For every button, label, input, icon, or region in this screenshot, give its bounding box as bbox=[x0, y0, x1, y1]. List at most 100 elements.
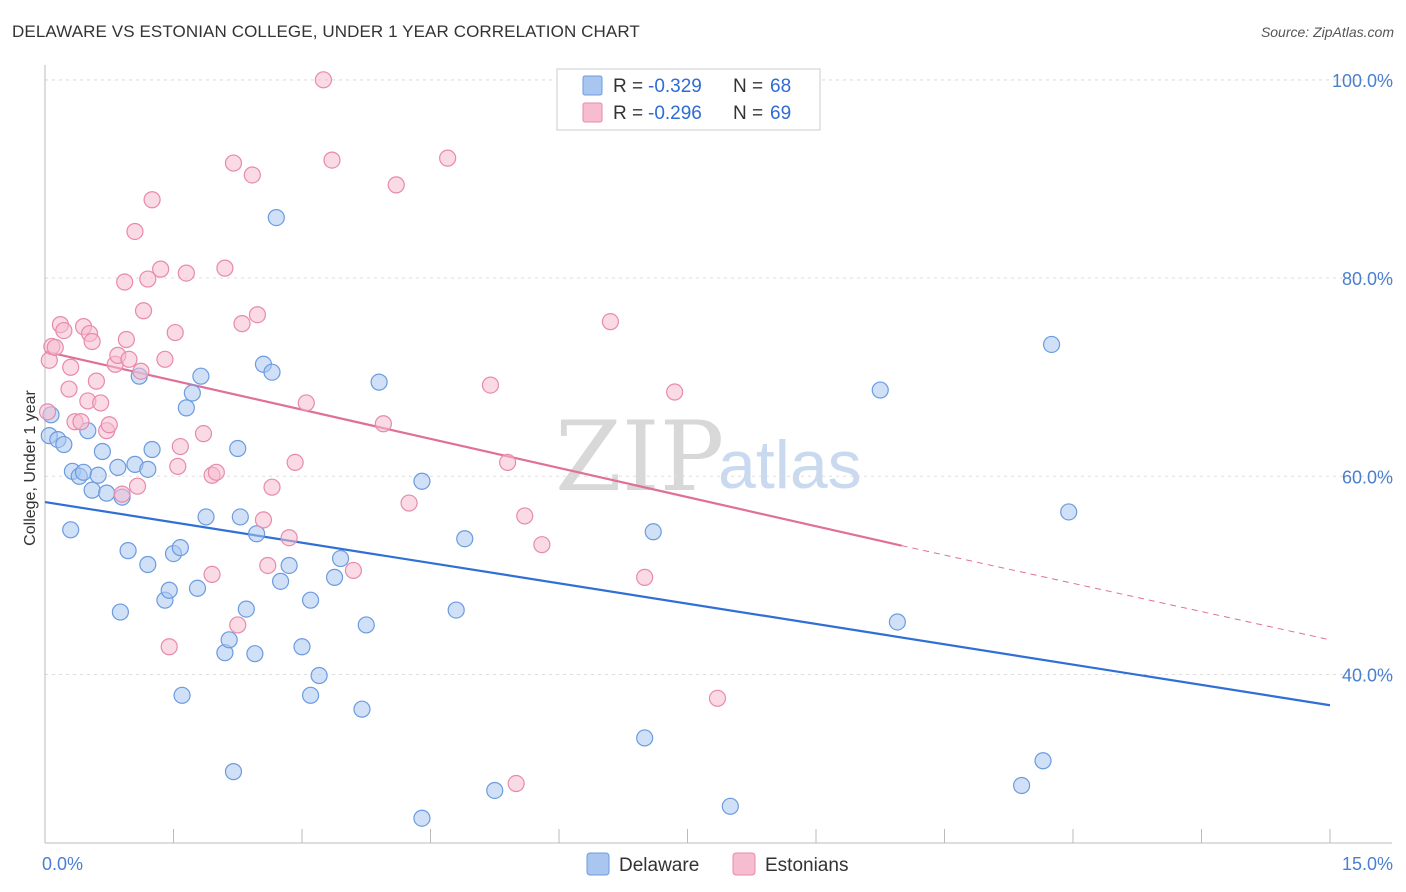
estonian-point bbox=[297, 394, 315, 412]
watermark-zip: ZIP bbox=[555, 401, 724, 513]
delaware-point bbox=[224, 763, 243, 781]
estonian-point bbox=[499, 453, 517, 472]
delaware-point bbox=[871, 381, 889, 399]
estonian-point bbox=[117, 330, 135, 349]
estonian-point bbox=[259, 556, 277, 575]
delaware-point bbox=[486, 781, 504, 800]
delaware-point bbox=[119, 542, 137, 560]
delaware-point bbox=[325, 568, 344, 586]
estonian-point bbox=[263, 478, 281, 496]
legend-swatch-delaware bbox=[582, 75, 603, 96]
estonian-point bbox=[100, 416, 118, 434]
delaware-trend-line bbox=[44, 500, 1331, 707]
delaware-point bbox=[139, 460, 157, 478]
estonian-point bbox=[177, 264, 195, 282]
estonian-point bbox=[194, 425, 213, 443]
delaware-point bbox=[267, 208, 285, 227]
delaware-point bbox=[111, 603, 129, 621]
delaware-point bbox=[1012, 776, 1031, 795]
estonian-point bbox=[139, 270, 157, 288]
delaware-point bbox=[353, 700, 371, 718]
estonian-point bbox=[248, 306, 267, 324]
estonian-trend-line bbox=[44, 350, 902, 547]
estonian-point bbox=[171, 437, 189, 456]
estonian-point bbox=[387, 176, 405, 194]
delaware-point bbox=[89, 466, 107, 484]
estonian-point bbox=[120, 350, 138, 368]
estonian-point bbox=[286, 453, 304, 472]
delaware-point bbox=[229, 439, 247, 458]
legend-r-label-delaware: R = bbox=[613, 76, 643, 97]
source-credit: Source: ZipAtlas.com bbox=[1260, 24, 1394, 40]
delaware-point bbox=[301, 686, 320, 704]
delaware-point bbox=[160, 581, 178, 599]
estonian-point bbox=[601, 313, 620, 331]
estonian-point bbox=[233, 315, 251, 333]
estonian-point bbox=[113, 485, 131, 503]
delaware-point bbox=[370, 373, 388, 391]
estonian-point bbox=[55, 321, 73, 340]
estonian-point bbox=[46, 338, 64, 357]
estonian-point bbox=[203, 565, 221, 584]
bottom-legend-swatch-estonians bbox=[732, 852, 756, 876]
delaware-point bbox=[247, 525, 266, 543]
estonian-point bbox=[344, 561, 362, 580]
y-tick-label: 40.0% bbox=[1342, 666, 1393, 686]
delaware-point bbox=[171, 539, 189, 557]
delaware-point bbox=[447, 601, 465, 619]
bottom-legend-swatch-delaware bbox=[586, 852, 610, 876]
y-axis-title: College, Under 1 year bbox=[22, 390, 39, 546]
estonian-point bbox=[83, 332, 101, 351]
estonian-point bbox=[224, 154, 243, 172]
estonian-point bbox=[229, 616, 247, 634]
delaware-point bbox=[220, 631, 238, 649]
estonian-point bbox=[60, 380, 78, 398]
delaware-point bbox=[62, 521, 80, 539]
delaware-point bbox=[331, 549, 350, 568]
delaware-point bbox=[246, 645, 264, 663]
estonian-point bbox=[116, 273, 134, 291]
axes bbox=[44, 65, 1392, 844]
estonian-point bbox=[516, 507, 534, 525]
delaware-point bbox=[721, 797, 739, 815]
watermark-atlas: atlas bbox=[718, 427, 862, 503]
delaware-point bbox=[188, 579, 207, 597]
delaware-point bbox=[357, 616, 375, 634]
delaware-point bbox=[177, 399, 195, 417]
estonian-point bbox=[134, 302, 153, 320]
legend-n-value-delaware: 68 bbox=[770, 76, 791, 97]
estonian-point bbox=[243, 166, 261, 184]
delaware-point bbox=[263, 363, 281, 381]
delaware-point bbox=[1034, 752, 1052, 770]
delaware-point bbox=[644, 523, 662, 541]
legend-r-value-delaware: -0.329 bbox=[648, 76, 702, 97]
estonian-point bbox=[636, 568, 654, 586]
estonian-point bbox=[87, 372, 106, 390]
delaware-point bbox=[93, 442, 111, 461]
legend-r-label-estonians: R = bbox=[613, 103, 643, 124]
estonian-point bbox=[72, 413, 90, 431]
estonian-point bbox=[400, 494, 418, 512]
estonian-points bbox=[38, 71, 727, 793]
delaware-point bbox=[301, 591, 320, 609]
legend-n-value-estonians: 69 bbox=[770, 103, 791, 124]
estonian-point bbox=[166, 323, 184, 342]
x-tick-label: 0.0% bbox=[42, 854, 83, 874]
delaware-point bbox=[183, 384, 201, 402]
estonian-point bbox=[152, 260, 170, 278]
delaware-point bbox=[173, 686, 191, 704]
estonian-point bbox=[507, 774, 525, 793]
estonian-point bbox=[156, 350, 174, 368]
y-tick-label: 60.0% bbox=[1342, 467, 1393, 487]
chart-title: DELAWARE VS ESTONIAN COLLEGE, UNDER 1 YE… bbox=[12, 22, 640, 41]
y-tick-labels: 40.0% 60.0% 80.0% 100.0% bbox=[1332, 71, 1393, 686]
estonian-point bbox=[280, 529, 298, 547]
estonian-point bbox=[92, 394, 110, 412]
estonian-point bbox=[160, 638, 178, 656]
estonian-point bbox=[207, 463, 225, 481]
bottom-legend-estonians: Estonians bbox=[765, 855, 848, 876]
legend-swatch-estonians bbox=[582, 102, 603, 123]
delaware-point bbox=[139, 555, 157, 574]
delaware-point bbox=[83, 481, 101, 499]
delaware-point bbox=[1042, 335, 1061, 354]
